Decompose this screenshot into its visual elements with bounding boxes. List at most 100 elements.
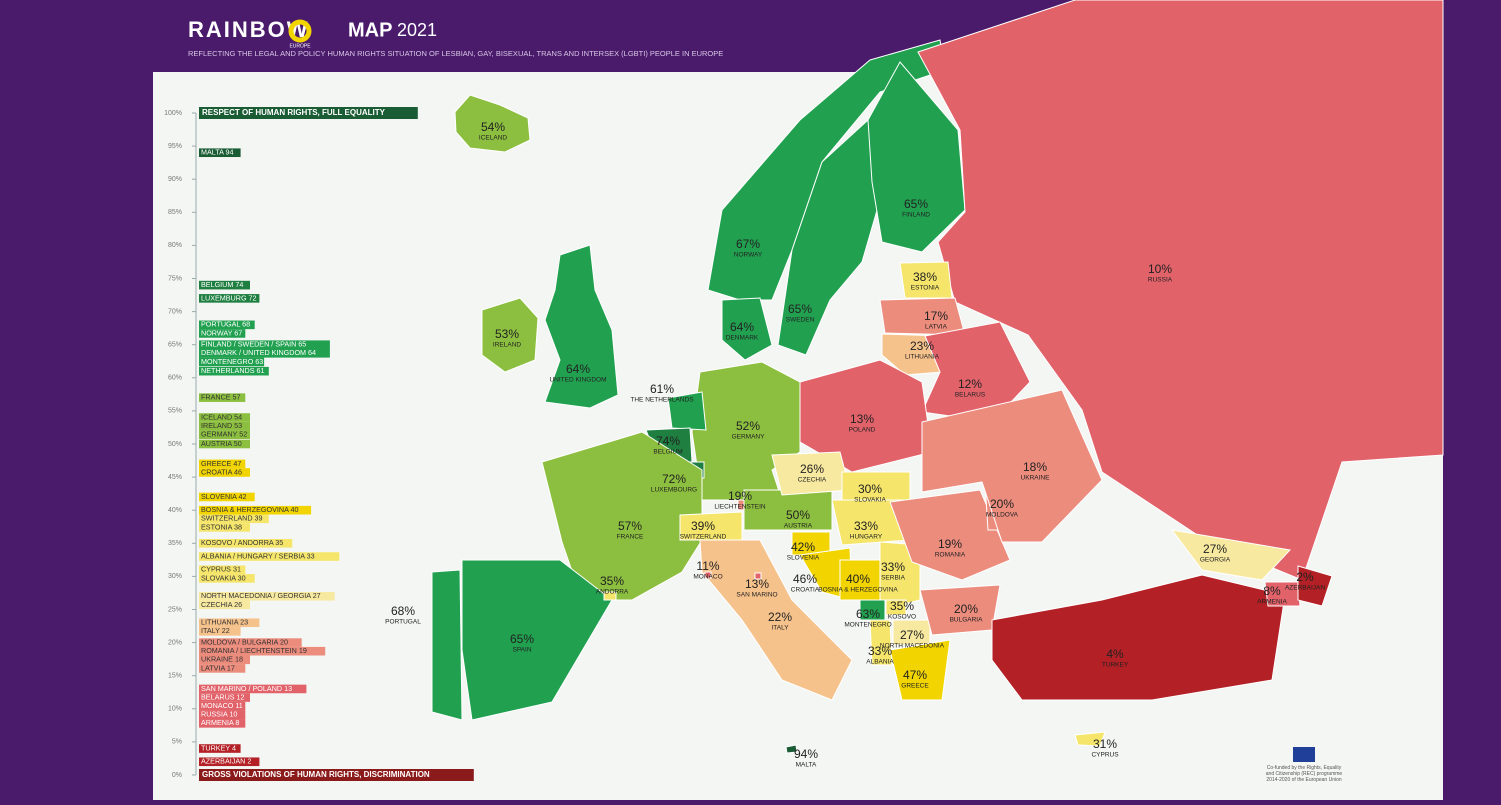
- map-title: MAP: [348, 19, 392, 41]
- country-shape: [869, 619, 893, 666]
- legend-entry-bar: [199, 684, 307, 694]
- country-value-label: 12%: [958, 377, 982, 391]
- country-value-label: 26%: [800, 462, 824, 476]
- legend-entry-label: MALTA 94: [201, 148, 234, 157]
- country-name: UKRAINE: [1021, 475, 1051, 482]
- legend-entry-bar: [199, 591, 335, 601]
- country-value-label: 63%: [856, 607, 880, 621]
- tick-label: 80%: [168, 242, 182, 249]
- legend-entry-label: ICELAND 54: [201, 412, 242, 421]
- scale-bottom-label-bg: [199, 769, 474, 781]
- legend-entry-label: KOSOVO / ANDORRA 35: [201, 538, 283, 547]
- country-name: RUSSIA: [1148, 277, 1173, 284]
- country-value-label: 33%: [854, 519, 878, 533]
- country-value-label: 65%: [510, 632, 534, 646]
- country-value-label: 53%: [495, 327, 519, 341]
- tick-label: 90%: [168, 176, 182, 183]
- country-value-label: 64%: [566, 362, 590, 376]
- legend-entry-bar: [199, 413, 250, 422]
- country-name: LIECHTENSTEIN: [714, 504, 766, 511]
- legend-entry-label: LITHUANIA 23: [201, 618, 248, 627]
- legend-entry-label: NETHERLANDS 61: [201, 366, 265, 375]
- legend-entry-label: NORWAY 67: [201, 328, 242, 337]
- scale: 100% 95% 90% 85% 80% 75% 70% 65% 60% 55% 50% 45% 40%…: [164, 107, 474, 781]
- legend-entry-label: MONACO 11: [201, 701, 243, 710]
- legend-entry-bar: [199, 600, 250, 610]
- country-shape: [704, 571, 712, 579]
- country-name: GREECE: [901, 683, 929, 690]
- country-value-label: 2%: [1296, 570, 1314, 584]
- tick-label: 85%: [168, 209, 182, 216]
- legend-entry-label: CYPRUS 31: [201, 565, 241, 574]
- legend-entry-label: SWITZERLAND 39: [201, 514, 263, 523]
- country-shape: [889, 639, 951, 701]
- country-value-label: 10%: [1148, 262, 1172, 276]
- country-name: SPAIN: [512, 647, 531, 654]
- country-name: BOSNIA & HERZEGOVINA: [818, 587, 898, 594]
- country-value-label: 65%: [904, 197, 928, 211]
- country-shape: [879, 297, 966, 336]
- country-shape: [785, 744, 798, 754]
- legend-entry-bar: [199, 340, 330, 349]
- tick-label: 30%: [168, 573, 182, 580]
- country-shape: [454, 94, 531, 153]
- legend-entry-label: RUSSIA 10: [201, 710, 237, 719]
- country-name: NORTH MACEDONIA: [880, 643, 945, 650]
- legend-entry-label: LUXEMBURG 72: [201, 293, 257, 302]
- country-name: PORTUGAL: [385, 619, 421, 626]
- country-name: MONTENEGRO: [844, 622, 891, 629]
- legend-entry-bar: [199, 514, 269, 524]
- legend-entry-label: TURKEY 4: [201, 743, 236, 752]
- country-name: CYPRUS: [1091, 752, 1119, 759]
- country-value-label: 72%: [662, 472, 686, 486]
- country-value-label: 50%: [786, 508, 810, 522]
- legend-entry-label: BOSNIA & HERZEGOVINA 40: [201, 505, 298, 514]
- legend-entry-bar: [199, 294, 260, 303]
- country-name: IRELAND: [493, 342, 521, 349]
- country-value-label: 30%: [858, 482, 882, 496]
- country-name: ICELAND: [479, 135, 507, 142]
- subtitle: REFLECTING THE LEGAL AND POLICY HUMAN RI…: [188, 49, 723, 58]
- country-name: SERBIA: [881, 575, 906, 582]
- country-value-label: 18%: [1023, 460, 1047, 474]
- legend-entry-bar: [199, 757, 260, 767]
- country-name: HUNGARY: [850, 534, 883, 541]
- legend-entry-bar: [199, 552, 340, 561]
- legend-entry-bar: [199, 574, 255, 583]
- legend-entry-bar: [199, 329, 246, 338]
- legend-entry-bar: [199, 701, 246, 711]
- scale-top-label-bg: [199, 107, 418, 119]
- country-value-label: 11%: [696, 559, 719, 573]
- country-name: NORWAY: [734, 252, 763, 259]
- country-shape: [754, 572, 762, 580]
- country-name: AZERBAIJAN: [1285, 585, 1325, 592]
- legend-entry-bar: [199, 357, 265, 367]
- legend-entry-bar: [199, 492, 255, 502]
- country-name: CZECHIA: [798, 477, 827, 484]
- eu-flag: [1293, 747, 1315, 762]
- country-name: BELARUS: [955, 392, 986, 399]
- country-shape: [1297, 565, 1333, 607]
- legend-entry-bar: [199, 280, 250, 290]
- country-value-label: 40%: [846, 572, 870, 586]
- country-shape: [699, 539, 853, 701]
- country-value-label: 64%: [730, 320, 754, 334]
- legend-entry-bar: [199, 664, 246, 673]
- country-shape: [867, 61, 966, 253]
- country-value-label: 47%: [903, 668, 927, 682]
- footer-note-box: Co-funded by the Rights, Equality and Ci…: [1266, 765, 1342, 783]
- country-value-label: 13%: [745, 577, 769, 591]
- country-shape: [1170, 529, 1291, 581]
- tick-label: 0%: [172, 772, 182, 779]
- country-value-label: 68%: [391, 604, 415, 618]
- scale-top-label: RESPECT OF HUMAN RIGHTS, FULL EQUALITY: [202, 108, 386, 117]
- legend-entry-bar: [199, 719, 246, 728]
- country-name: SLOVENIA: [787, 555, 820, 562]
- legend-entry-bar: [199, 468, 250, 477]
- country-value-label: 94%: [794, 747, 818, 761]
- country-value-label: 38%: [913, 270, 937, 284]
- legend-entry-label: ARMENIA 8: [201, 718, 239, 727]
- country-value-label: 8%: [1263, 584, 1281, 598]
- map-year: 2021: [397, 20, 437, 40]
